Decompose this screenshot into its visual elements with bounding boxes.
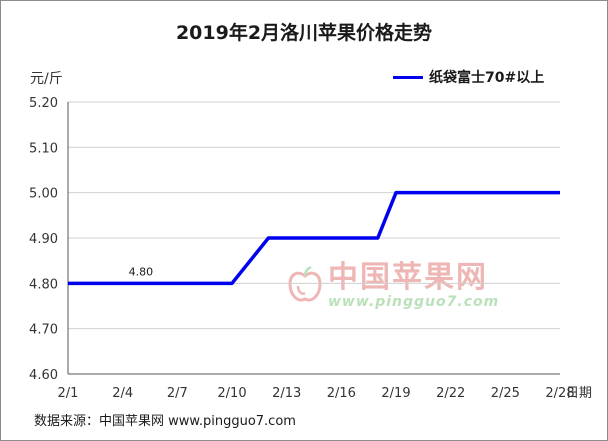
- series-line: [68, 190, 560, 286]
- y-tick-label: 5.10: [29, 141, 58, 156]
- x-tick-label: 2/4: [112, 386, 133, 401]
- watermark: 中国苹果网 www.pingguo7.com: [288, 262, 499, 310]
- y-tick-label: 4.90: [29, 232, 58, 247]
- y-axis-unit: 元/斤: [30, 71, 63, 87]
- y-tick-label: 5.20: [29, 96, 58, 111]
- x-tick-label: 2/19: [381, 386, 410, 401]
- apple-logo-icon: [288, 266, 322, 302]
- data-label: 4.80: [129, 265, 154, 278]
- y-tick-label: 4.60: [29, 368, 58, 383]
- x-tick-label: 2/10: [217, 386, 246, 401]
- x-tick-label: 2/16: [327, 386, 356, 401]
- x-tick-label: 2/7: [167, 386, 188, 401]
- data-source: 数据来源：中国苹果网 www.pingguo7.com: [34, 414, 296, 429]
- y-tick-label: 4.80: [29, 277, 58, 292]
- y-tick-label: 4.70: [29, 323, 58, 338]
- x-tick-label: 2/28: [545, 386, 574, 401]
- watermark-url: www.pingguo7.com: [328, 294, 500, 310]
- legend-swatch: [393, 75, 423, 79]
- x-axis-title: 日期: [566, 386, 592, 401]
- chart-title: 2019年2月洛川苹果价格走势: [175, 22, 433, 44]
- x-tick-label: 2/1: [58, 386, 79, 401]
- x-tick-label: 2/13: [272, 386, 301, 401]
- y-tick-label: 5.00: [29, 187, 58, 202]
- x-tick-label: 2/25: [491, 386, 520, 401]
- legend: 纸袋富士70#以上: [393, 67, 544, 87]
- legend-label: 纸袋富士70#以上: [429, 70, 545, 86]
- watermark-brand: 中国苹果网: [328, 260, 488, 295]
- x-tick-label: 2/22: [436, 386, 465, 401]
